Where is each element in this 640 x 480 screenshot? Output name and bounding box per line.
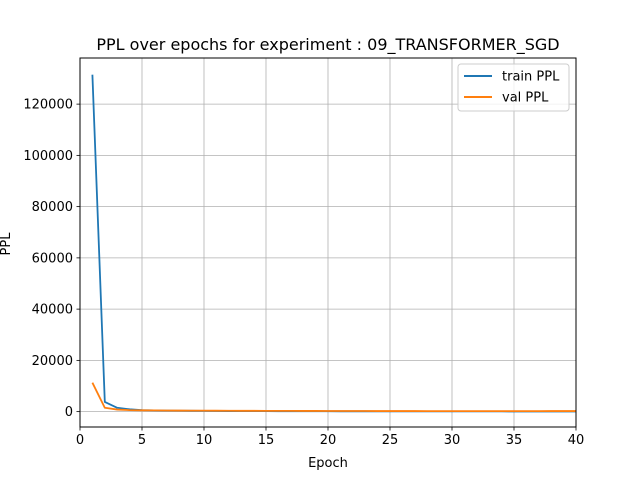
x-tick-label: 25 — [382, 433, 399, 448]
chart-title: PPL over epochs for experiment : 09_TRAN… — [96, 35, 559, 55]
y-tick-label: 100000 — [23, 149, 73, 164]
y-tick-label: 40000 — [32, 303, 73, 318]
y-tick-label: 20000 — [32, 354, 73, 369]
x-tick-label: 0 — [76, 433, 84, 448]
series-line-val-ppl — [91, 382, 577, 413]
y-axis: 0 20000 40000 60000 80000 100000 120000 — [23, 98, 80, 420]
series-layer — [91, 74, 577, 413]
x-tick-label: 30 — [444, 433, 461, 448]
x-tick-label: 40 — [568, 433, 585, 448]
y-tick-label: 120000 — [23, 98, 73, 113]
legend-label-train-ppl: train PPL — [502, 70, 560, 85]
y-tick-label: 0 — [65, 405, 73, 420]
x-tick-label: 15 — [258, 433, 275, 448]
legend-label-val-ppl: val PPL — [502, 91, 549, 106]
y-tick-label: 80000 — [32, 200, 73, 215]
y-tick-label: 60000 — [32, 251, 73, 266]
x-tick-label: 20 — [320, 433, 337, 448]
x-tick-label: 10 — [196, 433, 213, 448]
x-axis: 0 5 10 15 20 25 30 35 40 — [76, 427, 584, 448]
x-tick-label: 35 — [506, 433, 523, 448]
legend: train PPL val PPL — [457, 63, 570, 112]
x-tick-label: 5 — [138, 433, 146, 448]
x-axis-label: Epoch — [308, 456, 348, 471]
y-axis-label: PPL — [0, 232, 14, 256]
